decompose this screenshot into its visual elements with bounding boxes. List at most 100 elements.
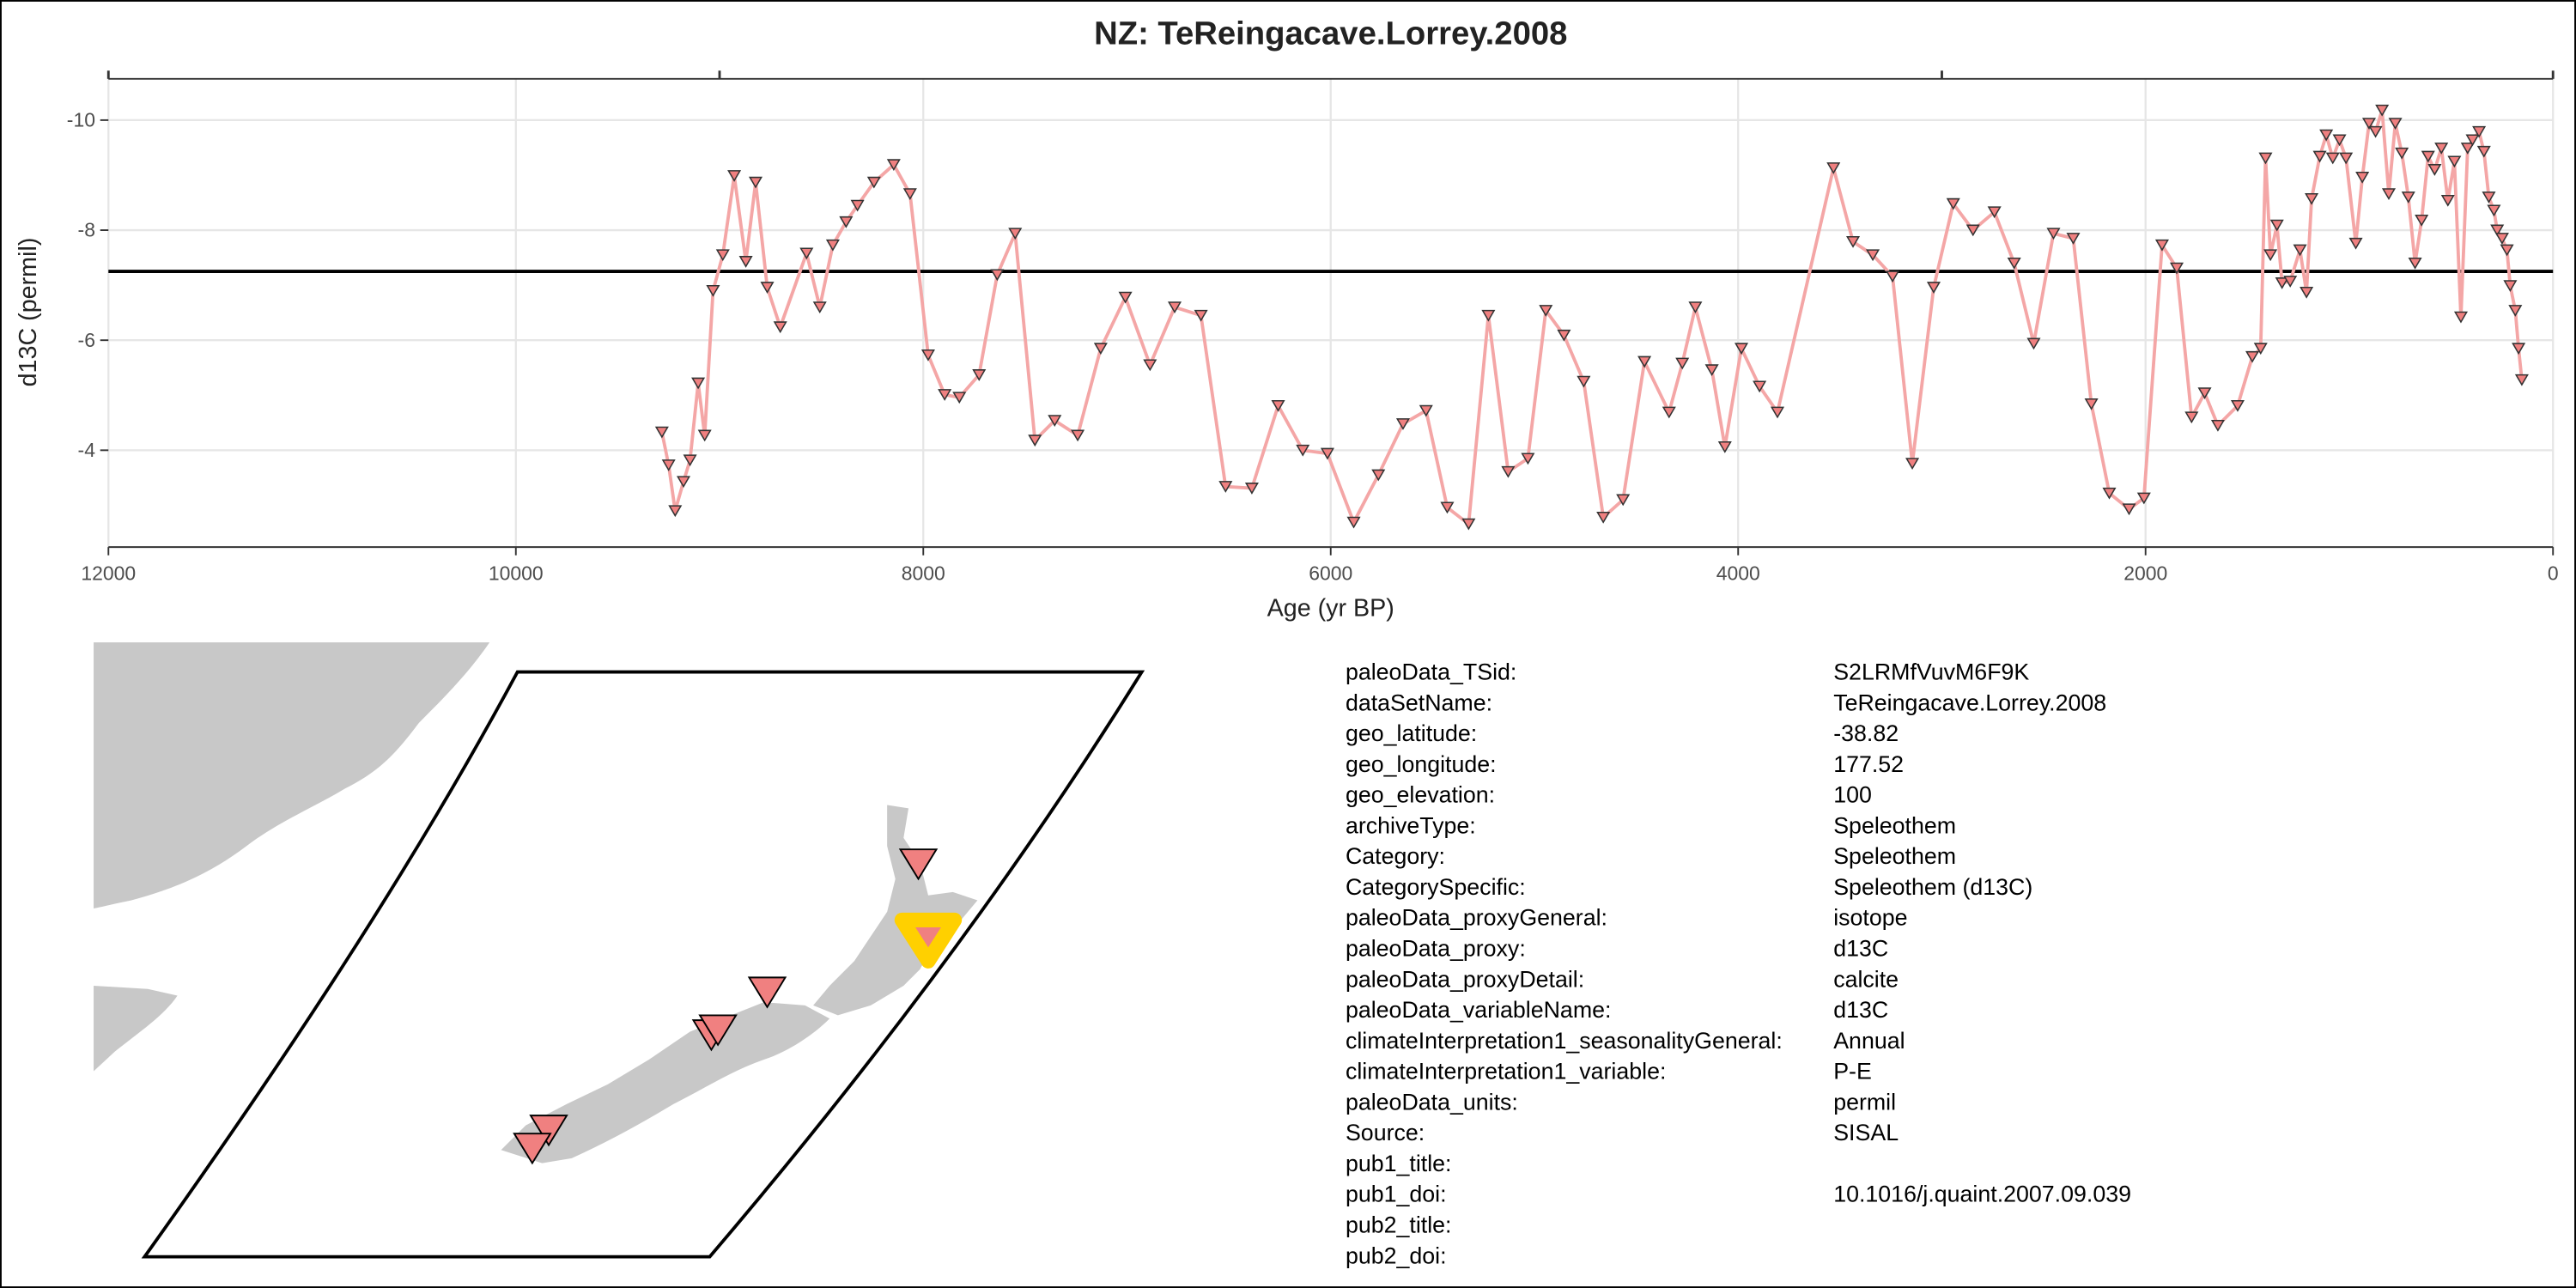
- data-point: [1987, 206, 2002, 219]
- data-point: [2434, 143, 2449, 155]
- landmass: [94, 985, 178, 1072]
- data-point: [825, 239, 840, 252]
- data-point: [2102, 487, 2117, 500]
- data-point: [2253, 343, 2268, 355]
- meta-key: paleoData_proxyGeneral:: [1346, 905, 1607, 931]
- data-point: [2269, 219, 2284, 232]
- y-tick-label: -8: [78, 219, 95, 241]
- data-point: [2487, 204, 2501, 217]
- data-point: [2465, 134, 2480, 147]
- data-point: [952, 392, 967, 404]
- data-point: [1946, 197, 1960, 210]
- meta-value: Annual: [1833, 1028, 1905, 1054]
- data-point: [715, 249, 730, 262]
- data-point: [812, 301, 827, 314]
- y-tick-label: -10: [67, 109, 95, 131]
- data-point: [1675, 357, 1690, 370]
- meta-value: d13C: [1833, 997, 1888, 1023]
- data-point: [2312, 150, 2327, 163]
- data-point: [2283, 276, 2298, 288]
- data-point: [1770, 406, 1785, 419]
- data-point: [2482, 191, 2496, 204]
- y-tick-label: -4: [78, 439, 96, 461]
- meta-key: paleoData_TSid:: [1346, 659, 1516, 685]
- meta-value: calcite: [1833, 966, 1899, 992]
- data-point: [654, 426, 669, 439]
- data-point: [1926, 282, 1941, 294]
- meta-key: pub1_title:: [1346, 1151, 1452, 1176]
- meta-key: paleoData_proxyDetail:: [1346, 966, 1584, 992]
- meta-value: 177.52: [1833, 751, 1904, 777]
- data-point: [1965, 224, 1980, 237]
- data-point: [1244, 483, 1259, 495]
- data-point: [2453, 311, 2469, 324]
- data-point: [2300, 286, 2314, 299]
- data-point: [1218, 481, 1233, 493]
- meta-value: Speleothem: [1833, 812, 1956, 838]
- data-point: [1717, 440, 1732, 453]
- chart-title: NZ: TeReingacave.Lorrey.2008: [1094, 15, 1567, 52]
- data-point: [2245, 350, 2260, 363]
- data-point: [1734, 343, 1749, 355]
- data-point: [1662, 406, 1676, 419]
- data-point: [1167, 301, 1182, 314]
- data-point: [2305, 193, 2319, 205]
- data-point: [1826, 162, 1841, 174]
- meta-value: S2LRMfVuvM6F9K: [1833, 659, 2029, 685]
- data-point: [2500, 244, 2514, 257]
- data-point: [2503, 280, 2518, 293]
- meta-value: -38.82: [1833, 720, 1899, 746]
- x-tick-label: 4000: [1716, 562, 1760, 584]
- meta-value: isotope: [1833, 905, 1907, 931]
- data-point: [1371, 469, 1386, 482]
- x-tick-label: 6000: [1309, 562, 1352, 584]
- x-axis-title: Age (yr BP): [1267, 594, 1394, 622]
- data-point: [2319, 129, 2334, 142]
- data-point: [1616, 494, 1631, 507]
- data-point: [1320, 447, 1334, 460]
- data-point: [1753, 380, 1767, 393]
- data-point: [2512, 343, 2526, 355]
- data-point: [866, 176, 881, 189]
- data-point: [1886, 270, 1900, 283]
- meta-value: permil: [1833, 1089, 1896, 1115]
- data-point: [2375, 104, 2390, 117]
- landmass: [813, 805, 978, 1016]
- map: [94, 642, 1145, 1259]
- data-point: [683, 454, 697, 467]
- data-point: [1481, 309, 1496, 322]
- data-point: [886, 159, 901, 172]
- data-point: [1557, 329, 1571, 342]
- data-point: [1048, 415, 1062, 428]
- meta-key: pub2_doi:: [1346, 1242, 1447, 1268]
- data-point: [2490, 224, 2505, 237]
- data-point: [2408, 257, 2422, 270]
- data-point: [1866, 249, 1880, 262]
- data-point: [1577, 375, 1591, 388]
- landmass: [501, 1002, 830, 1163]
- x-tick-label: 2000: [2123, 562, 2167, 584]
- meta-key: CategorySpecific:: [1346, 874, 1526, 900]
- data-point: [2197, 387, 2212, 399]
- data-point: [2348, 237, 2363, 250]
- site-marker: [698, 1014, 738, 1047]
- data-point: [2136, 492, 2151, 505]
- y-axis-title: d13C (permil): [15, 238, 42, 387]
- data-point: [1118, 291, 1133, 304]
- data-point: [697, 429, 712, 442]
- data-point: [2293, 244, 2307, 257]
- meta-key: Source:: [1346, 1120, 1425, 1145]
- data-point: [2361, 118, 2377, 130]
- data-point: [1596, 512, 1611, 524]
- meta-key: pub2_title:: [1346, 1212, 1452, 1238]
- x-tick-label: 12000: [81, 562, 136, 584]
- data-point: [1521, 453, 1535, 465]
- data-point: [2355, 172, 2370, 184]
- data-point: [1296, 444, 1310, 457]
- data-point: [920, 349, 935, 361]
- data-point: [1395, 418, 1410, 430]
- data-point: [1637, 355, 1652, 368]
- meta-key: geo_latitude:: [1346, 720, 1477, 746]
